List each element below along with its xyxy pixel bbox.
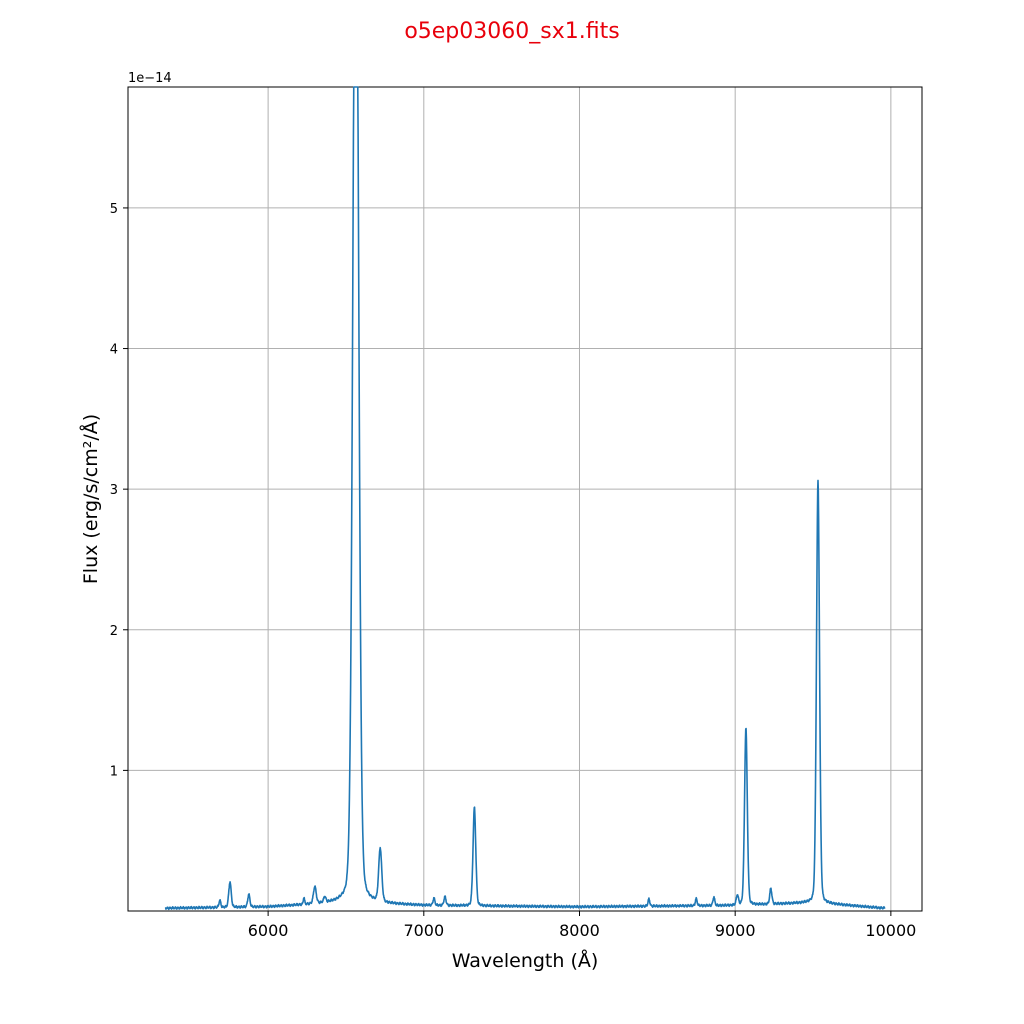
grid-layer [128,87,922,911]
plot-area [127,86,923,912]
y-tick-label: 2 [110,624,118,639]
x-axis-label: Wavelength (Å) [452,949,599,972]
y-tick-label: 4 [110,343,118,358]
y-tick-label: 5 [110,202,118,217]
x-tick-label: 9000 [715,921,756,940]
y-offset-label: 1e−14 [128,71,172,86]
chart-title: o5ep03060_sx1.fits [404,19,619,44]
y-tick-label: 3 [110,483,118,498]
x-tick-label: 6000 [248,921,289,940]
ticks-layer: 6000 7000 8000 9000 10000 1 2 3 4 5 [110,202,917,940]
x-tick-label: 8000 [559,921,600,940]
spectrum-line-series [164,86,886,911]
x-tick-label: 10000 [865,921,916,940]
y-tick-label: 1 [110,764,118,779]
y-axis-label: Flux (erg/s/cm²/Å) [79,414,102,584]
x-tick-label: 7000 [403,921,444,940]
